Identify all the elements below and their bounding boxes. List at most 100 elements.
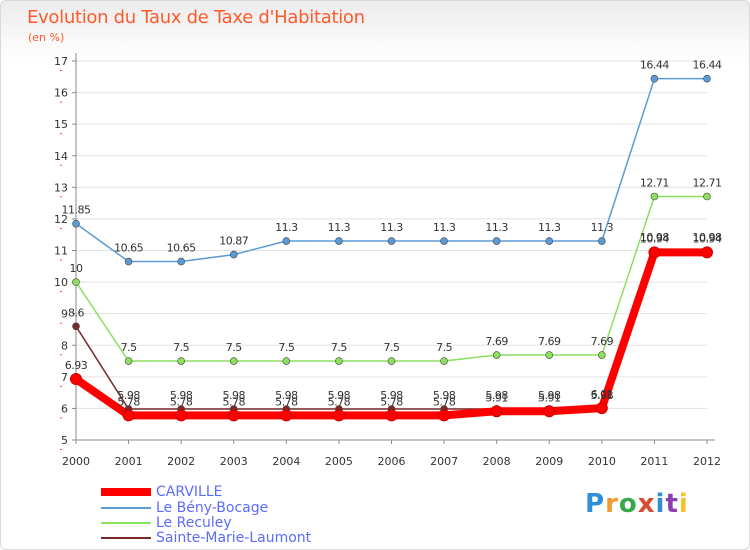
data-label-sainte-marie-laumont: 5.98 [591,389,614,402]
point-beny-bocage [335,237,343,245]
data-label-sainte-marie-laumont: 5.98 [380,389,403,402]
data-label-reculey: 7.5 [121,341,137,354]
y-tick-label: 13 [54,181,68,194]
data-label-beny-bocage: 11.3 [591,221,614,234]
point-reculey [440,357,448,365]
point-carville [385,409,398,422]
point-reculey [282,357,291,365]
point-carville [595,402,608,415]
point-carville [543,405,556,418]
data-label-reculey: 12.71 [693,176,722,189]
data-label-carville: 5.91 [485,391,508,404]
data-label-sainte-marie-laumont: 5.98 [485,389,508,402]
point-beny-bocage [703,74,711,83]
point-reculey [703,192,711,201]
x-tick-label: 2002 [167,455,195,468]
data-label-sainte-marie-laumont: 5.98 [433,389,456,402]
point-beny-bocage [282,237,291,245]
data-label-reculey: 7.69 [591,335,614,348]
data-label-carville: 5.78 [117,395,140,408]
data-label-carville: 5.78 [433,395,456,408]
data-label-carville: 5.78 [223,395,246,408]
proxiti-logo: Proxiti [585,489,689,519]
y-tick-label: 8 [61,339,68,352]
data-label-beny-bocage: 10.65 [114,242,143,255]
point-carville [280,409,293,422]
data-label-sainte-marie-laumont: 10.98 [693,231,722,244]
point-beny-bocage [72,219,80,228]
data-label-reculey: 7.69 [485,335,508,348]
x-tick-label: 2000 [62,455,90,468]
data-label-beny-bocage: 11.3 [328,221,351,234]
y-tick-label: 9 [61,308,68,321]
point-beny-bocage [598,237,606,245]
point-beny-bocage [124,257,133,266]
point-reculey [650,192,659,201]
point-sainte-marie-laumont [72,322,80,331]
data-label-sainte-marie-laumont: 5.98 [117,389,140,402]
point-carville [701,246,713,259]
data-label-carville: 5.78 [170,395,193,408]
point-beny-bocage [177,257,185,266]
point-reculey [598,351,606,359]
y-tick-label: 17 [54,55,68,68]
data-label-beny-bocage: 11.3 [485,221,508,234]
data-label-reculey: 7.5 [278,341,294,354]
y-tick-label: 5 [61,434,68,447]
legend-item-carville: CARVILLE [101,484,361,500]
point-beny-bocage [545,237,554,245]
point-carville [70,373,82,386]
point-reculey [335,357,343,365]
data-label-reculey: 7.69 [538,335,561,348]
legend-item-sainte-marie-laumont: Sainte-Marie-Laumont [101,530,361,546]
point-reculey [229,357,238,365]
point-beny-bocage [492,237,501,245]
legend-label-sainte-marie-laumont: Sainte-Marie-Laumont [156,530,312,546]
legend-swatch-carville [101,488,151,496]
data-label-sainte-marie-laumont: 5.98 [538,389,561,402]
point-carville [490,405,503,418]
data-label-carville: 5.78 [328,395,351,408]
y-tick-label: 15 [54,118,68,131]
data-label-reculey: 12.71 [640,176,669,189]
legend-swatch-sainte-marie-laumont [101,537,151,539]
chart-unit-label: (en %) [28,31,65,44]
x-tick-label: 2003 [220,455,248,468]
data-label-sainte-marie-laumont: 5.98 [223,389,246,402]
y-tick-label: 11 [54,245,68,258]
point-reculey [387,357,396,365]
legend-label-carville: CARVILLE [156,484,223,500]
y-tick-label: 14 [54,150,68,163]
data-label-carville: 5.78 [275,395,298,408]
point-carville [438,409,451,422]
legend-item-beny-bocage: Le Bény-Bocage [101,500,361,516]
logo-letter: P [585,489,606,519]
data-label-beny-bocage: 11.3 [275,221,298,234]
legend-label-beny-bocage: Le Bény-Bocage [156,500,269,516]
data-label-reculey: 7.5 [436,341,452,354]
point-carville [227,409,240,422]
point-reculey [492,351,501,359]
legend-label-reculey: Le Reculey [156,515,232,531]
data-points [70,74,713,422]
x-tick-label: 2007 [430,455,458,468]
point-carville [175,409,188,422]
legend-swatch-beny-bocage [101,507,151,509]
series-line-beny-bocage [75,77,708,263]
y-tick-label: 16 [54,87,68,100]
data-label-carville: 6.01 [591,388,614,401]
logo-letter: r [605,489,619,519]
data-label-reculey: 7.5 [173,341,189,354]
x-tick-label: 2005 [325,455,353,468]
data-label-carville: 10.94 [693,232,722,245]
x-tick-label: 2006 [378,455,406,468]
chart-title: Evolution du Taux de Taxe d'Habitation [27,7,365,28]
y-tick-label: 10 [54,276,68,289]
point-carville [332,409,345,422]
x-tick-label: 2010 [588,455,616,468]
logo-letter: o [618,489,638,519]
logo-letter: t [665,489,679,519]
x-tick-label: 2009 [535,455,563,468]
